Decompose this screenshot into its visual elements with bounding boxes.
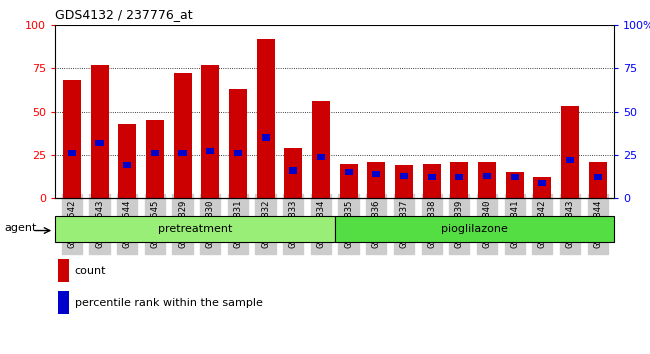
Bar <box>312 101 330 198</box>
Text: agent: agent <box>5 223 37 233</box>
Bar <box>179 150 187 156</box>
Bar <box>118 124 136 198</box>
Bar <box>422 164 441 198</box>
Bar <box>533 177 551 198</box>
Bar <box>344 169 353 175</box>
Bar <box>367 162 385 198</box>
Bar <box>63 80 81 198</box>
Bar <box>450 162 468 198</box>
Bar <box>561 106 579 198</box>
Bar <box>478 162 496 198</box>
Bar <box>317 154 325 160</box>
Bar <box>483 173 491 179</box>
Bar <box>206 148 215 154</box>
Bar <box>58 259 70 282</box>
Bar <box>289 167 297 173</box>
Bar <box>151 150 159 156</box>
Bar <box>455 175 463 181</box>
Bar <box>593 175 602 181</box>
Bar <box>372 171 380 177</box>
Text: count: count <box>75 266 107 276</box>
Bar <box>538 179 547 185</box>
Bar <box>506 172 524 198</box>
Bar <box>174 73 192 198</box>
Bar <box>339 164 358 198</box>
Bar <box>261 135 270 141</box>
Bar <box>58 291 70 314</box>
Bar <box>257 39 274 198</box>
Text: percentile rank within the sample: percentile rank within the sample <box>75 298 263 308</box>
Bar <box>146 120 164 198</box>
Bar <box>229 89 247 198</box>
Bar <box>123 162 131 168</box>
Text: pretreatment: pretreatment <box>158 224 232 234</box>
Text: pioglilazone: pioglilazone <box>441 224 508 234</box>
Bar <box>234 150 242 156</box>
Bar <box>90 65 109 198</box>
Bar <box>400 173 408 179</box>
Bar <box>589 162 606 198</box>
Bar <box>335 216 614 242</box>
Bar <box>511 175 519 181</box>
Bar <box>55 216 335 242</box>
Bar <box>68 150 76 156</box>
Bar <box>566 157 574 163</box>
Text: GDS4132 / 237776_at: GDS4132 / 237776_at <box>55 8 193 21</box>
Bar <box>96 140 103 146</box>
Bar <box>202 65 219 198</box>
Bar <box>284 148 302 198</box>
Bar <box>428 175 436 181</box>
Bar <box>395 165 413 198</box>
